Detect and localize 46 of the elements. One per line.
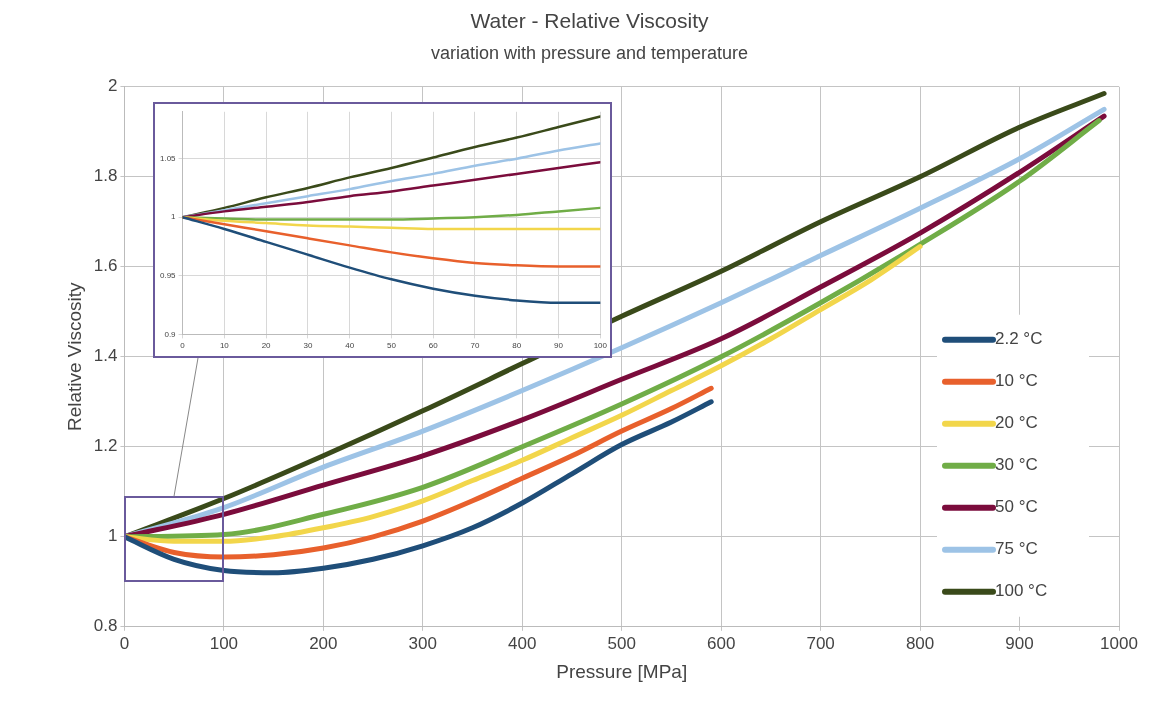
x-tick-label: 900 — [1005, 633, 1034, 653]
x-tick-label: 400 — [508, 633, 537, 653]
legend-label: 75 °C — [995, 539, 1038, 559]
x-tick-label: 70 — [470, 341, 480, 351]
legend-label: 100 °C — [995, 581, 1048, 601]
x-tick-label: 0 — [119, 633, 130, 653]
chart-title: Water - Relative Viscosity — [470, 9, 710, 33]
y-tick-label: 1.2 — [93, 436, 118, 456]
y-tick-label: 0.95 — [159, 271, 177, 281]
y-tick-label: 2 — [107, 76, 118, 96]
x-tick-label: 10 — [219, 341, 230, 351]
legend-label: 20 °C — [995, 413, 1038, 433]
y-tick-label: 1.4 — [93, 346, 118, 366]
y-axis-title: Relative Viscosity — [63, 282, 85, 432]
legend-label: 10 °C — [995, 371, 1038, 391]
x-tick-label: 40 — [345, 341, 355, 351]
y-tick-label: 1.6 — [93, 256, 118, 276]
x-tick-label: 60 — [428, 341, 439, 351]
x-tick-label: 80 — [512, 341, 522, 351]
legend-label: 2.2 °C — [995, 329, 1043, 349]
x-tick-label: 0 — [180, 341, 186, 351]
x-tick-label: 600 — [706, 633, 736, 653]
x-tick-label: 100 — [593, 341, 608, 351]
y-tick-label: 0.9 — [164, 329, 177, 339]
x-tick-label: 1000 — [1100, 633, 1138, 653]
x-tick-label: 500 — [607, 633, 636, 653]
y-tick-label: 1 — [107, 526, 118, 546]
x-tick-label: 100 — [209, 633, 239, 653]
x-tick-label: 20 — [261, 341, 272, 351]
x-tick-label: 800 — [905, 633, 935, 653]
x-axis-title: Pressure [MPa] — [556, 660, 688, 682]
line-series — [182, 215, 601, 305]
chart-subtitle: variation with pressure and temperature — [430, 42, 749, 63]
y-tick-label: 1.8 — [93, 166, 118, 186]
line-series — [182, 215, 601, 268]
legend-label: 50 °C — [995, 497, 1038, 517]
legend-label: 30 °C — [995, 455, 1038, 475]
x-tick-label: 200 — [309, 633, 338, 653]
x-tick-label: 700 — [806, 633, 835, 653]
x-tick-label: 300 — [408, 633, 437, 653]
y-tick-label: 1 — [171, 212, 177, 222]
x-tick-label: 90 — [554, 341, 564, 351]
y-tick-label: 1.05 — [159, 153, 177, 163]
x-tick-label: 30 — [303, 341, 313, 351]
x-tick-label: 50 — [387, 341, 397, 351]
y-tick-label: 0.8 — [93, 616, 118, 636]
